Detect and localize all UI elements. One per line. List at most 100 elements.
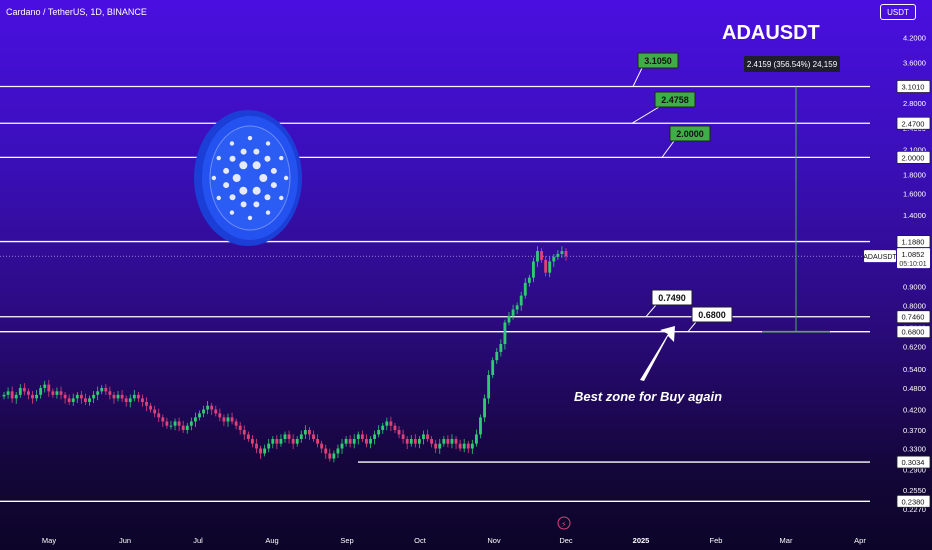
candle-body (356, 434, 360, 439)
target-label-box (669, 125, 711, 142)
candle-body (104, 387, 108, 392)
candle-body (426, 434, 429, 439)
lightning-icon: ⚡ (561, 520, 567, 529)
logo-dot (216, 195, 221, 201)
time-tick: Jul (193, 536, 203, 545)
candle-body (169, 425, 173, 427)
price-tick: 3.6000 (903, 58, 926, 67)
candle-body (63, 394, 67, 399)
candle-body (544, 259, 548, 273)
price-tick: 0.9000 (903, 282, 926, 291)
candle-body (27, 391, 30, 395)
candle-body (246, 434, 250, 439)
candle-body (308, 430, 311, 435)
level-tag (896, 310, 931, 324)
candle-body (234, 421, 238, 426)
candle-body (112, 394, 116, 399)
lightning-icon[interactable] (557, 516, 571, 530)
candle-body (536, 251, 539, 262)
candle-body (507, 315, 511, 323)
candle-body (79, 394, 83, 399)
last-price-tag (897, 248, 930, 269)
logo-dot (216, 155, 221, 161)
time-tick: Oct (414, 536, 427, 545)
candle-body (132, 394, 136, 399)
logo-dot (229, 155, 236, 162)
logo-dot (247, 135, 253, 141)
measure-label-box (744, 56, 840, 72)
target-label-box (637, 52, 679, 69)
symbol-tag-text: ADAUSDT (863, 254, 897, 261)
candle-body (10, 391, 14, 399)
callout-line (661, 140, 675, 158)
candle-body (222, 417, 226, 422)
level-tag-text: 0.7460 (902, 313, 925, 322)
candle-body (389, 421, 393, 426)
logo-dot (211, 175, 217, 181)
price-tick: 0.5400 (903, 365, 926, 374)
price-axis[interactable]: 4.20003.60003.10002.80002.40002.10001.80… (863, 34, 931, 514)
candle-body (458, 443, 462, 449)
candle-body (405, 438, 409, 444)
candle-body (75, 394, 79, 399)
candle-body (430, 438, 434, 444)
candle-body (124, 398, 128, 403)
candle-body (316, 438, 320, 444)
range-measure: 2.4159 (356.54%) 24,159 (744, 56, 840, 333)
candle-body (291, 438, 295, 444)
candle-body (324, 448, 328, 454)
last-price: 1.0852 (902, 250, 925, 259)
price-tick: 0.8000 (903, 301, 926, 310)
candle-body (92, 394, 96, 399)
callout-line (687, 321, 697, 333)
candle-body (202, 409, 205, 414)
candle-body (31, 394, 34, 399)
candle-body (442, 438, 446, 444)
candle-body (422, 434, 425, 439)
candle-body (527, 277, 531, 283)
candle-body (470, 443, 474, 449)
callout-line (631, 106, 660, 124)
candle-body (51, 391, 55, 395)
measure-label: 2.4159 (356.54%) 24,159 (747, 60, 838, 69)
candle-body (173, 421, 177, 426)
candle-body (226, 417, 230, 422)
candle-body (35, 394, 39, 399)
candle-body (214, 409, 218, 414)
candle-body (328, 453, 332, 459)
cardano-logo-icon (194, 110, 302, 246)
logo-dot (265, 141, 271, 146)
target-label: 2.0000 (676, 129, 704, 139)
candle-body (71, 398, 75, 403)
candle-body (189, 421, 193, 426)
logo-dot (239, 186, 248, 195)
time-axis[interactable]: May Jun Jul Aug Sep Oct Nov Dec 2025 Feb Mar Apr (42, 536, 866, 545)
candle-body (157, 413, 161, 418)
candle-body (348, 438, 352, 444)
level-tag (896, 235, 931, 248)
price-tick: 0.2900 (903, 465, 926, 474)
candle-body (413, 438, 417, 444)
candle-body (22, 387, 26, 392)
candle-body (377, 430, 381, 435)
candle-body (153, 409, 157, 414)
time-tick: Aug (265, 536, 278, 545)
candle-body (385, 421, 389, 426)
candle-body (287, 434, 291, 439)
candle-body (401, 434, 405, 439)
time-tick: Mar (780, 536, 793, 545)
currency-badge[interactable]: USDT (880, 4, 916, 20)
time-tick: Apr (854, 536, 866, 545)
candle-body (336, 448, 340, 454)
price-tick: 2.1000 (903, 146, 926, 155)
logo-dot (264, 194, 271, 201)
candle-body (43, 384, 47, 388)
price-tick: 0.6200 (903, 343, 926, 352)
candle-body (185, 425, 189, 431)
candle-body (446, 438, 450, 444)
candle-body (548, 261, 552, 273)
level-tag-text: 2.0000 (902, 153, 925, 162)
candle-body (393, 425, 397, 431)
candle-body (145, 402, 148, 406)
